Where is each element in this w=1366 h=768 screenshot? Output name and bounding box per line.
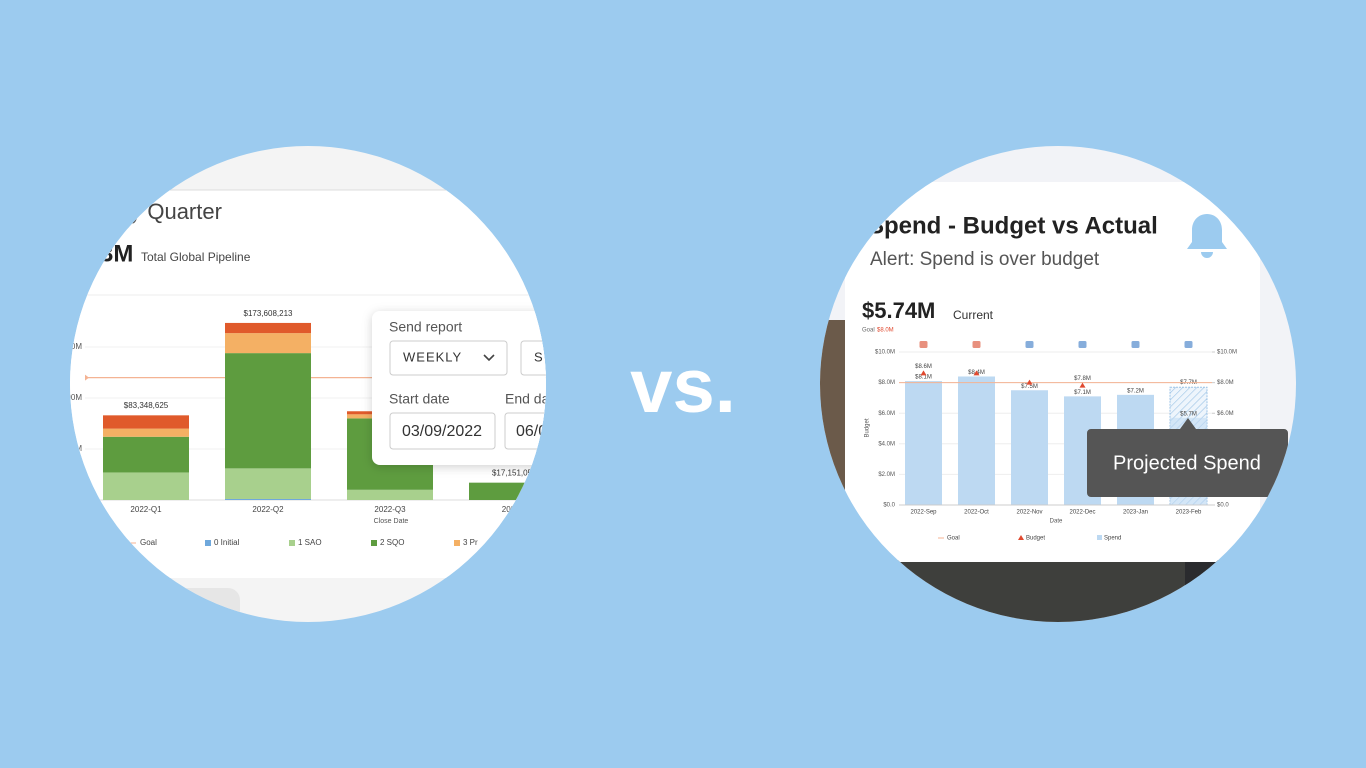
y-tick-label: $8.0M xyxy=(878,380,895,386)
headline-caption: Total Global Pipeline xyxy=(141,250,251,264)
bar-label: $8.1M xyxy=(915,375,932,381)
bar-segment xyxy=(103,472,189,500)
bar-segment xyxy=(103,415,189,429)
flag-icon xyxy=(972,341,981,348)
legend-swatch xyxy=(1097,535,1102,540)
flag-icon xyxy=(1025,341,1034,348)
budget-marker xyxy=(1026,379,1033,385)
flag-icon xyxy=(1078,341,1087,348)
bar xyxy=(905,381,942,505)
bar-segment xyxy=(225,322,311,334)
budget-label: $8.6M xyxy=(915,364,932,370)
select-box[interactable] xyxy=(520,340,581,376)
separator: vs. xyxy=(630,344,736,429)
x-tick-label: 2023-Jan xyxy=(1123,510,1148,516)
bar-segment xyxy=(225,333,311,354)
legend-swatch xyxy=(1018,535,1024,540)
y-tick-label: 0M xyxy=(71,342,82,351)
select-box[interactable] xyxy=(389,340,508,376)
tooltip-text: Projected Spend xyxy=(1113,452,1261,474)
date-input[interactable] xyxy=(389,412,496,450)
y-axis-label: Budget xyxy=(865,418,871,437)
y-tick-label: $4.0M xyxy=(878,441,895,447)
select-value: S xyxy=(534,349,543,364)
bar-segment xyxy=(103,428,189,437)
x-axis-label: Close Date xyxy=(374,518,409,525)
x-tick-label: 2022-Oct xyxy=(964,510,989,516)
y2-tick-label: $8.0M xyxy=(1217,380,1234,386)
y2-tick-label: $6.0M xyxy=(1217,411,1234,417)
title: Spend - Budget vs Actual xyxy=(868,212,1158,239)
flag-icon xyxy=(1184,341,1193,348)
y2-tick-label: $10.0M xyxy=(1217,350,1237,356)
legend-label: 3 Pr xyxy=(463,538,478,547)
x-tick-label: 2022-Dec xyxy=(1069,510,1095,516)
legend-label: 1 SAO xyxy=(298,538,322,547)
budget-marker xyxy=(920,370,927,376)
legend-label: Spend xyxy=(1104,536,1121,542)
legend-label: Budget xyxy=(1026,536,1045,542)
bar xyxy=(1011,390,1048,505)
y-tick-label: 00M xyxy=(66,393,82,402)
goal-marker xyxy=(85,374,89,381)
field-label: Start date xyxy=(389,391,450,407)
popup-title: Send report xyxy=(389,319,462,335)
x-tick-label: 2022-Q2 xyxy=(252,505,284,514)
y-tick-label: $2.0M xyxy=(878,472,895,478)
bar-segment xyxy=(347,489,433,500)
y-tick-label: $0.0 xyxy=(883,503,895,509)
date-value: 06/0 xyxy=(516,423,547,440)
x-tick-label: 2023-Feb xyxy=(1176,510,1202,516)
y-tick-label: $6.0M xyxy=(878,411,895,417)
goal-value: $8.0M xyxy=(877,328,894,334)
legend-swatch xyxy=(371,540,377,546)
total-label: $83,348,625 xyxy=(124,401,169,410)
x-tick-label: 2022-Sep xyxy=(910,510,937,516)
total-label: $17,151,05 xyxy=(492,469,533,478)
bar-label: $5.7M xyxy=(1180,411,1197,417)
bar-segment xyxy=(225,468,311,499)
goal-caption: Goal xyxy=(862,328,875,334)
bar-label: $7.2M xyxy=(1127,388,1144,394)
headline-caption: Current xyxy=(953,308,994,322)
legend-label: 2 SQO xyxy=(380,538,404,547)
legend-swatch xyxy=(289,540,295,546)
flag-icon xyxy=(1131,341,1140,348)
bar-label: $7.1M xyxy=(1074,390,1091,396)
legend-label: 0 Initial xyxy=(214,538,240,547)
total-label: $173,608,213 xyxy=(244,309,293,318)
headline: $5.74M xyxy=(862,298,935,323)
select-value: WEEKLY xyxy=(403,349,462,364)
bar-segment xyxy=(225,498,311,500)
bar-label: $7.5M xyxy=(1021,384,1038,390)
legend-swatch xyxy=(454,540,460,546)
x-tick-label: 2022-Q1 xyxy=(130,505,162,514)
legend-swatch xyxy=(205,540,211,546)
legend-label: Goal xyxy=(140,538,157,547)
legend-label: Goal xyxy=(947,536,960,542)
field-label: End da xyxy=(505,391,550,407)
tooltip xyxy=(1087,418,1288,497)
bar-segment xyxy=(225,353,311,469)
chevron xyxy=(483,354,495,362)
bell-icon xyxy=(1187,214,1227,258)
budget-marker xyxy=(973,370,980,376)
bar xyxy=(958,376,995,505)
x-axis-label: Date xyxy=(1050,519,1063,525)
y2-tick-label: $0.0 xyxy=(1217,503,1229,509)
budget-label: $7.8M xyxy=(1074,376,1091,382)
date-value: 03/09/2022 xyxy=(402,423,482,440)
budget-marker xyxy=(1079,382,1086,388)
x-tick-label: 2022-Nov xyxy=(1016,510,1042,516)
y-tick-label: $10.0M xyxy=(875,350,895,356)
x-tick-label: 2022-Q3 xyxy=(374,505,406,514)
bar-segment xyxy=(103,436,189,473)
subtitle: Alert: Spend is over budget xyxy=(870,249,1100,270)
flag-icon xyxy=(919,341,928,348)
